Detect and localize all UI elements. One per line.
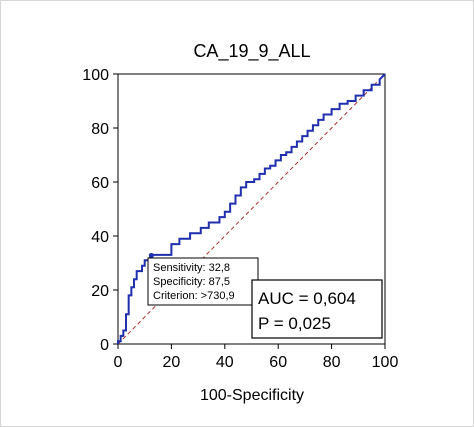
y-axis: 0 20 40 60 80 100	[82, 67, 118, 354]
plot-frame	[117, 73, 386, 345]
specificity-label: Specificity: 87,5	[153, 276, 230, 288]
y-tick-label: 60	[91, 175, 109, 192]
x-axis-label: 100-Specificity	[200, 387, 304, 404]
chart-title: CA_19_9_ALL	[193, 41, 310, 62]
roc-curve-line	[117, 73, 386, 344]
x-axis: 0 20 40 60 80 100	[114, 344, 399, 371]
criterion-box: Sensitivity: 32,8 Specificity: 87,5 Crit…	[147, 257, 259, 306]
x-tick-label: 80	[323, 354, 341, 371]
x-tick-label: 40	[216, 354, 234, 371]
x-tick-label: 20	[163, 354, 181, 371]
y-tick-label: 20	[91, 283, 109, 300]
y-tick-label: 40	[91, 229, 109, 246]
criterion-point	[148, 252, 154, 258]
stats-box: AUC = 0,604 P = 0,025	[251, 279, 383, 339]
x-tick-label: 60	[269, 354, 287, 371]
p-value-label: P = 0,025	[258, 314, 331, 333]
x-tick-label: 0	[114, 354, 123, 371]
y-tick-label: 0	[100, 337, 109, 354]
x-tick-label: 100	[372, 354, 399, 371]
sensitivity-label: Sensitivity: 32,8	[153, 262, 230, 274]
y-tick-label: 100	[82, 67, 109, 84]
y-tick-label: 80	[91, 121, 109, 138]
auc-label: AUC = 0,604	[258, 289, 356, 308]
criterion-label: Criterion: >730,9	[153, 290, 235, 302]
